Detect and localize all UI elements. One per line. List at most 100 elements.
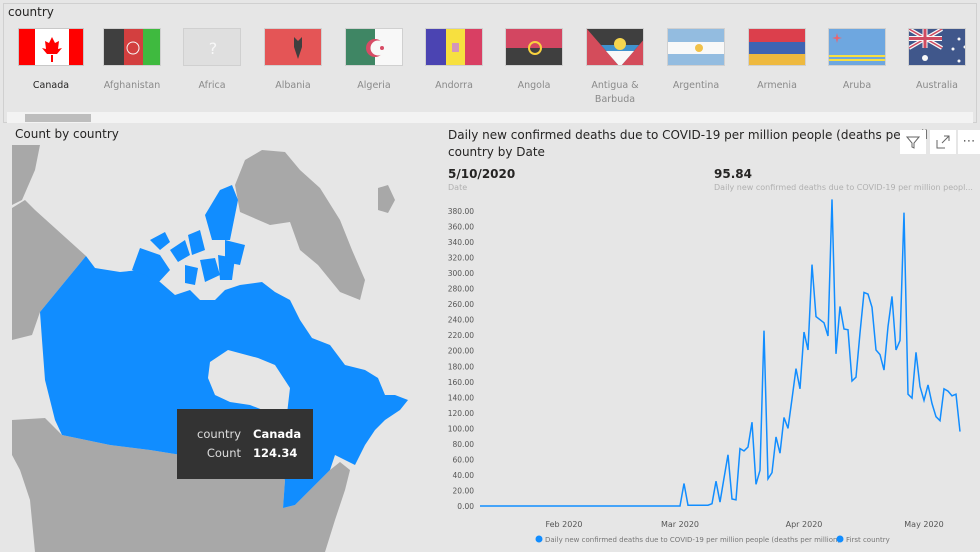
slicer-item-label: Australia	[915, 80, 959, 91]
flag-antigua-barbuda-icon	[586, 28, 644, 66]
x-tick-label: Mar 2020	[661, 520, 699, 529]
chart-plot[interactable]: 0.00 20.00 40.00 60.00 80.00 100.00 120.00 140.…	[440, 192, 980, 552]
country-slicer: country Canada Afghanistan ? Africa Albania A…	[3, 3, 977, 123]
slicer-item-aruba[interactable]: Aruba	[817, 28, 897, 93]
y-tick-label: 120.00	[448, 409, 474, 418]
horizontal-scrollbar[interactable]	[7, 112, 973, 123]
flag-australia-icon	[908, 28, 966, 66]
data-point	[793, 366, 799, 372]
line-chart-visual: Daily new confirmed deaths due to COVID-…	[444, 126, 980, 552]
data-point	[797, 386, 803, 392]
data-point	[829, 196, 835, 202]
data-point	[761, 328, 767, 334]
data-point	[865, 291, 871, 297]
scrollbar-thumb[interactable]	[25, 114, 91, 122]
iceland	[378, 185, 395, 213]
slicer-item-africa[interactable]: ? Africa	[172, 28, 252, 93]
y-tick-label: 80.00	[453, 440, 475, 449]
y-tick-label: 360.00	[448, 223, 474, 232]
data-point	[833, 351, 839, 357]
kpi-date: 5/10/2020	[448, 167, 516, 181]
y-tick-label: 320.00	[448, 254, 474, 263]
data-point	[953, 391, 959, 397]
tooltip-value-country: Canada	[253, 427, 302, 441]
x-tick-label: Apr 2020	[786, 520, 823, 529]
y-tick-label: 220.00	[448, 331, 474, 340]
y-tick-label: 280.00	[448, 285, 474, 294]
y-tick-label: 340.00	[448, 238, 474, 247]
data-point	[881, 367, 887, 373]
filter-icon	[905, 136, 921, 149]
data-point	[757, 467, 763, 473]
data-point	[877, 352, 883, 358]
data-point	[717, 499, 723, 505]
data-point	[901, 210, 907, 216]
flag-aruba-icon	[828, 28, 886, 66]
data-point	[789, 396, 795, 402]
data-point	[869, 304, 875, 310]
y-tick-label: 300.00	[448, 269, 474, 278]
slicer-item-albania[interactable]: Albania	[253, 28, 333, 93]
data-point	[677, 503, 683, 509]
slicer-item-label: Afghanistan	[103, 80, 161, 91]
y-tick-label: 60.00	[453, 455, 475, 464]
chart-title-line1: Daily new confirmed deaths due to COVID-…	[448, 128, 928, 142]
slicer-item-label: Armenia	[757, 80, 797, 91]
legend-marker	[535, 535, 543, 543]
data-point	[733, 497, 739, 503]
more-options-button[interactable]: ⋯	[958, 130, 980, 154]
slicer-item-afghanistan[interactable]: Afghanistan	[92, 28, 172, 93]
greenland	[235, 150, 365, 300]
x-tick-label: May 2020	[904, 520, 943, 529]
y-tick-label: 140.00	[448, 393, 474, 402]
y-tick-label: 180.00	[448, 362, 474, 371]
data-point	[885, 324, 891, 330]
slicer-item-andorra[interactable]: Andorra	[414, 28, 494, 93]
slicer-item-label: Algeria	[357, 80, 391, 91]
data-point	[801, 329, 807, 335]
slicer-title: country	[8, 5, 54, 19]
data-point	[945, 388, 951, 394]
data-point	[937, 418, 943, 424]
data-point	[837, 303, 843, 309]
x-tick-label: Feb 2020	[545, 520, 582, 529]
slicer-item-canada[interactable]: Canada	[11, 28, 91, 93]
svg-text:?: ?	[209, 39, 218, 58]
slicer-item-label: Canada	[32, 80, 70, 91]
slicer-item-label: Argentina	[672, 80, 720, 91]
slicer-item-label: Albania	[275, 80, 311, 91]
flag-canada-icon	[18, 28, 84, 66]
y-tick-label: 380.00	[448, 207, 474, 216]
tooltip-key-count: Count	[206, 446, 241, 460]
y-tick-label: 0.00	[457, 502, 474, 511]
data-point	[873, 347, 879, 353]
data-point	[893, 347, 899, 353]
slicer-item-algeria[interactable]: Algeria	[334, 28, 414, 93]
focus-mode-button[interactable]	[930, 130, 956, 154]
slicer-item-australia[interactable]: Australia	[897, 28, 977, 93]
map-canvas[interactable]	[12, 126, 440, 552]
data-point	[957, 429, 963, 435]
slicer-item-argentina[interactable]: Argentina	[656, 28, 736, 93]
data-point	[781, 415, 787, 421]
data-point	[857, 330, 863, 336]
alaska-region	[12, 200, 86, 340]
legend-label: First country	[846, 536, 890, 544]
data-point	[765, 476, 771, 482]
data-point	[749, 419, 755, 425]
slicer-item-armenia[interactable]: Armenia	[737, 28, 817, 93]
focus-mode-icon	[936, 135, 950, 149]
flag-afghanistan-icon	[103, 28, 161, 66]
map-visual: Count by country country Canada Count 124.…	[12, 126, 440, 552]
legend-marker	[836, 535, 844, 543]
data-point	[773, 434, 779, 440]
flag-andorra-icon	[425, 28, 483, 66]
data-point	[921, 397, 927, 403]
flag-unknown-icon: ?	[183, 28, 241, 66]
filter-button[interactable]	[900, 130, 926, 154]
data-point	[721, 475, 727, 481]
data-point	[925, 382, 931, 388]
slicer-item-antigua-barbuda[interactable]: Antigua & Barbuda	[575, 28, 655, 107]
slicer-item-angola[interactable]: Angola	[494, 28, 574, 93]
data-point	[713, 478, 719, 484]
